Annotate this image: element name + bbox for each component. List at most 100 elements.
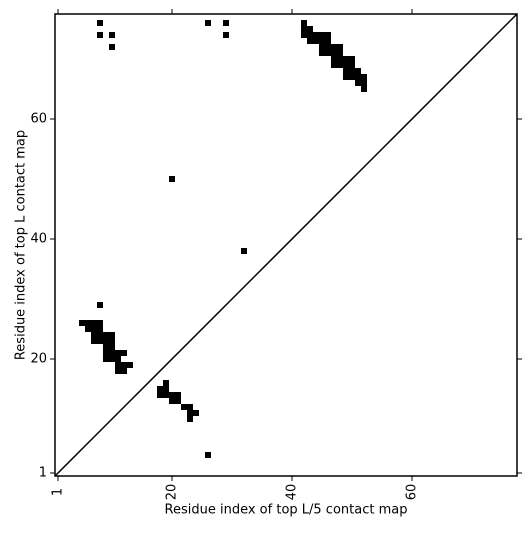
contact-cell bbox=[109, 44, 115, 50]
plot-frame bbox=[54, 13, 518, 477]
contact-cell bbox=[301, 26, 307, 32]
y-tick-label: 20 bbox=[30, 352, 47, 367]
contact-cell bbox=[301, 20, 307, 26]
contact-cell bbox=[103, 332, 109, 338]
contact-cell bbox=[187, 410, 193, 416]
y-tick-label: 40 bbox=[30, 232, 47, 247]
contact-cell bbox=[97, 338, 103, 344]
contact-cell bbox=[97, 32, 103, 38]
contact-cell bbox=[241, 248, 247, 254]
contact-cell bbox=[121, 350, 127, 356]
contact-cell bbox=[355, 80, 361, 86]
contact-cell bbox=[307, 26, 313, 32]
contact-cell bbox=[319, 38, 325, 44]
contact-cell bbox=[169, 176, 175, 182]
x-tick-label: 60 bbox=[405, 484, 420, 501]
contact-cell bbox=[97, 302, 103, 308]
contact-cell bbox=[103, 344, 109, 350]
contact-cell bbox=[85, 320, 91, 326]
contact-cell bbox=[157, 392, 163, 398]
contact-cell bbox=[313, 32, 319, 38]
contact-cell bbox=[91, 338, 97, 344]
contact-cell bbox=[223, 32, 229, 38]
contact-cell bbox=[337, 44, 343, 50]
contact-cell bbox=[115, 356, 121, 362]
contact-cell bbox=[331, 50, 337, 56]
contact-cell bbox=[343, 68, 349, 74]
contact-cell bbox=[91, 332, 97, 338]
contact-cell bbox=[175, 398, 181, 404]
contact-cell bbox=[337, 50, 343, 56]
contact-cell bbox=[97, 332, 103, 338]
contact-cell bbox=[337, 62, 343, 68]
contact-cell bbox=[85, 326, 91, 332]
contact-cell bbox=[343, 74, 349, 80]
contact-cell bbox=[127, 362, 133, 368]
contact-cell bbox=[349, 68, 355, 74]
x-tick-label: 1 bbox=[51, 488, 66, 496]
contact-cell bbox=[355, 68, 361, 74]
contact-cell bbox=[109, 344, 115, 350]
contact-cell bbox=[331, 44, 337, 50]
x-tick-label: 20 bbox=[165, 484, 180, 501]
x-tick-label: 40 bbox=[285, 484, 300, 501]
contact-cell bbox=[97, 320, 103, 326]
contact-cell bbox=[361, 80, 367, 86]
contact-cell bbox=[163, 380, 169, 386]
contact-cell bbox=[355, 74, 361, 80]
contact-cell bbox=[169, 392, 175, 398]
contact-cell bbox=[349, 74, 355, 80]
contact-cell bbox=[337, 56, 343, 62]
contact-cell bbox=[325, 50, 331, 56]
contact-cell bbox=[343, 62, 349, 68]
y-axis-label: Residue index of top L contact map bbox=[14, 130, 29, 360]
contact-cell bbox=[301, 32, 307, 38]
contact-cell bbox=[163, 386, 169, 392]
contact-cell bbox=[319, 44, 325, 50]
contact-cell bbox=[91, 326, 97, 332]
contact-cell bbox=[223, 20, 229, 26]
contact-cell bbox=[109, 332, 115, 338]
contact-cell bbox=[115, 368, 121, 374]
contact-cell bbox=[349, 56, 355, 62]
diagonal bbox=[54, 13, 518, 477]
contact-cell bbox=[331, 56, 337, 62]
contact-cell bbox=[361, 74, 367, 80]
contact-cell bbox=[313, 38, 319, 44]
contact-cell bbox=[109, 356, 115, 362]
contact-cell bbox=[115, 362, 121, 368]
contact-cell bbox=[325, 38, 331, 44]
contact-cell bbox=[157, 386, 163, 392]
contact-cell bbox=[325, 44, 331, 50]
contact-cell bbox=[91, 320, 97, 326]
contact-cell bbox=[121, 362, 127, 368]
contact-cell bbox=[307, 38, 313, 44]
contact-cell bbox=[109, 338, 115, 344]
contact-cell bbox=[121, 368, 127, 374]
contact-cell bbox=[175, 392, 181, 398]
contact-cell bbox=[109, 350, 115, 356]
contact-cell bbox=[97, 20, 103, 26]
contact-cell bbox=[307, 32, 313, 38]
contact-cell bbox=[181, 404, 187, 410]
contact-cell bbox=[163, 392, 169, 398]
contact-cell bbox=[325, 32, 331, 38]
contact-cell bbox=[115, 350, 121, 356]
contact-cell bbox=[343, 56, 349, 62]
y-tick-label: 1 bbox=[39, 466, 47, 481]
contact-cell bbox=[187, 404, 193, 410]
contact-cell bbox=[103, 356, 109, 362]
y-tick-label: 60 bbox=[30, 112, 47, 127]
contact-cell bbox=[361, 86, 367, 92]
contact-cell bbox=[349, 62, 355, 68]
contact-cell bbox=[169, 398, 175, 404]
contact-cell bbox=[331, 62, 337, 68]
contact-cell bbox=[319, 50, 325, 56]
contact-cell bbox=[205, 452, 211, 458]
x-axis-label: Residue index of top L/5 contact map bbox=[165, 503, 408, 518]
contact-cell bbox=[103, 350, 109, 356]
contact-cell bbox=[79, 320, 85, 326]
contact-cell bbox=[103, 338, 109, 344]
contact-cell bbox=[187, 416, 193, 422]
